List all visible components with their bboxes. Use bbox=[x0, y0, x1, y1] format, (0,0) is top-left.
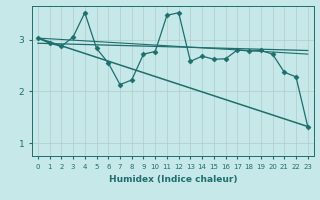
X-axis label: Humidex (Indice chaleur): Humidex (Indice chaleur) bbox=[108, 175, 237, 184]
